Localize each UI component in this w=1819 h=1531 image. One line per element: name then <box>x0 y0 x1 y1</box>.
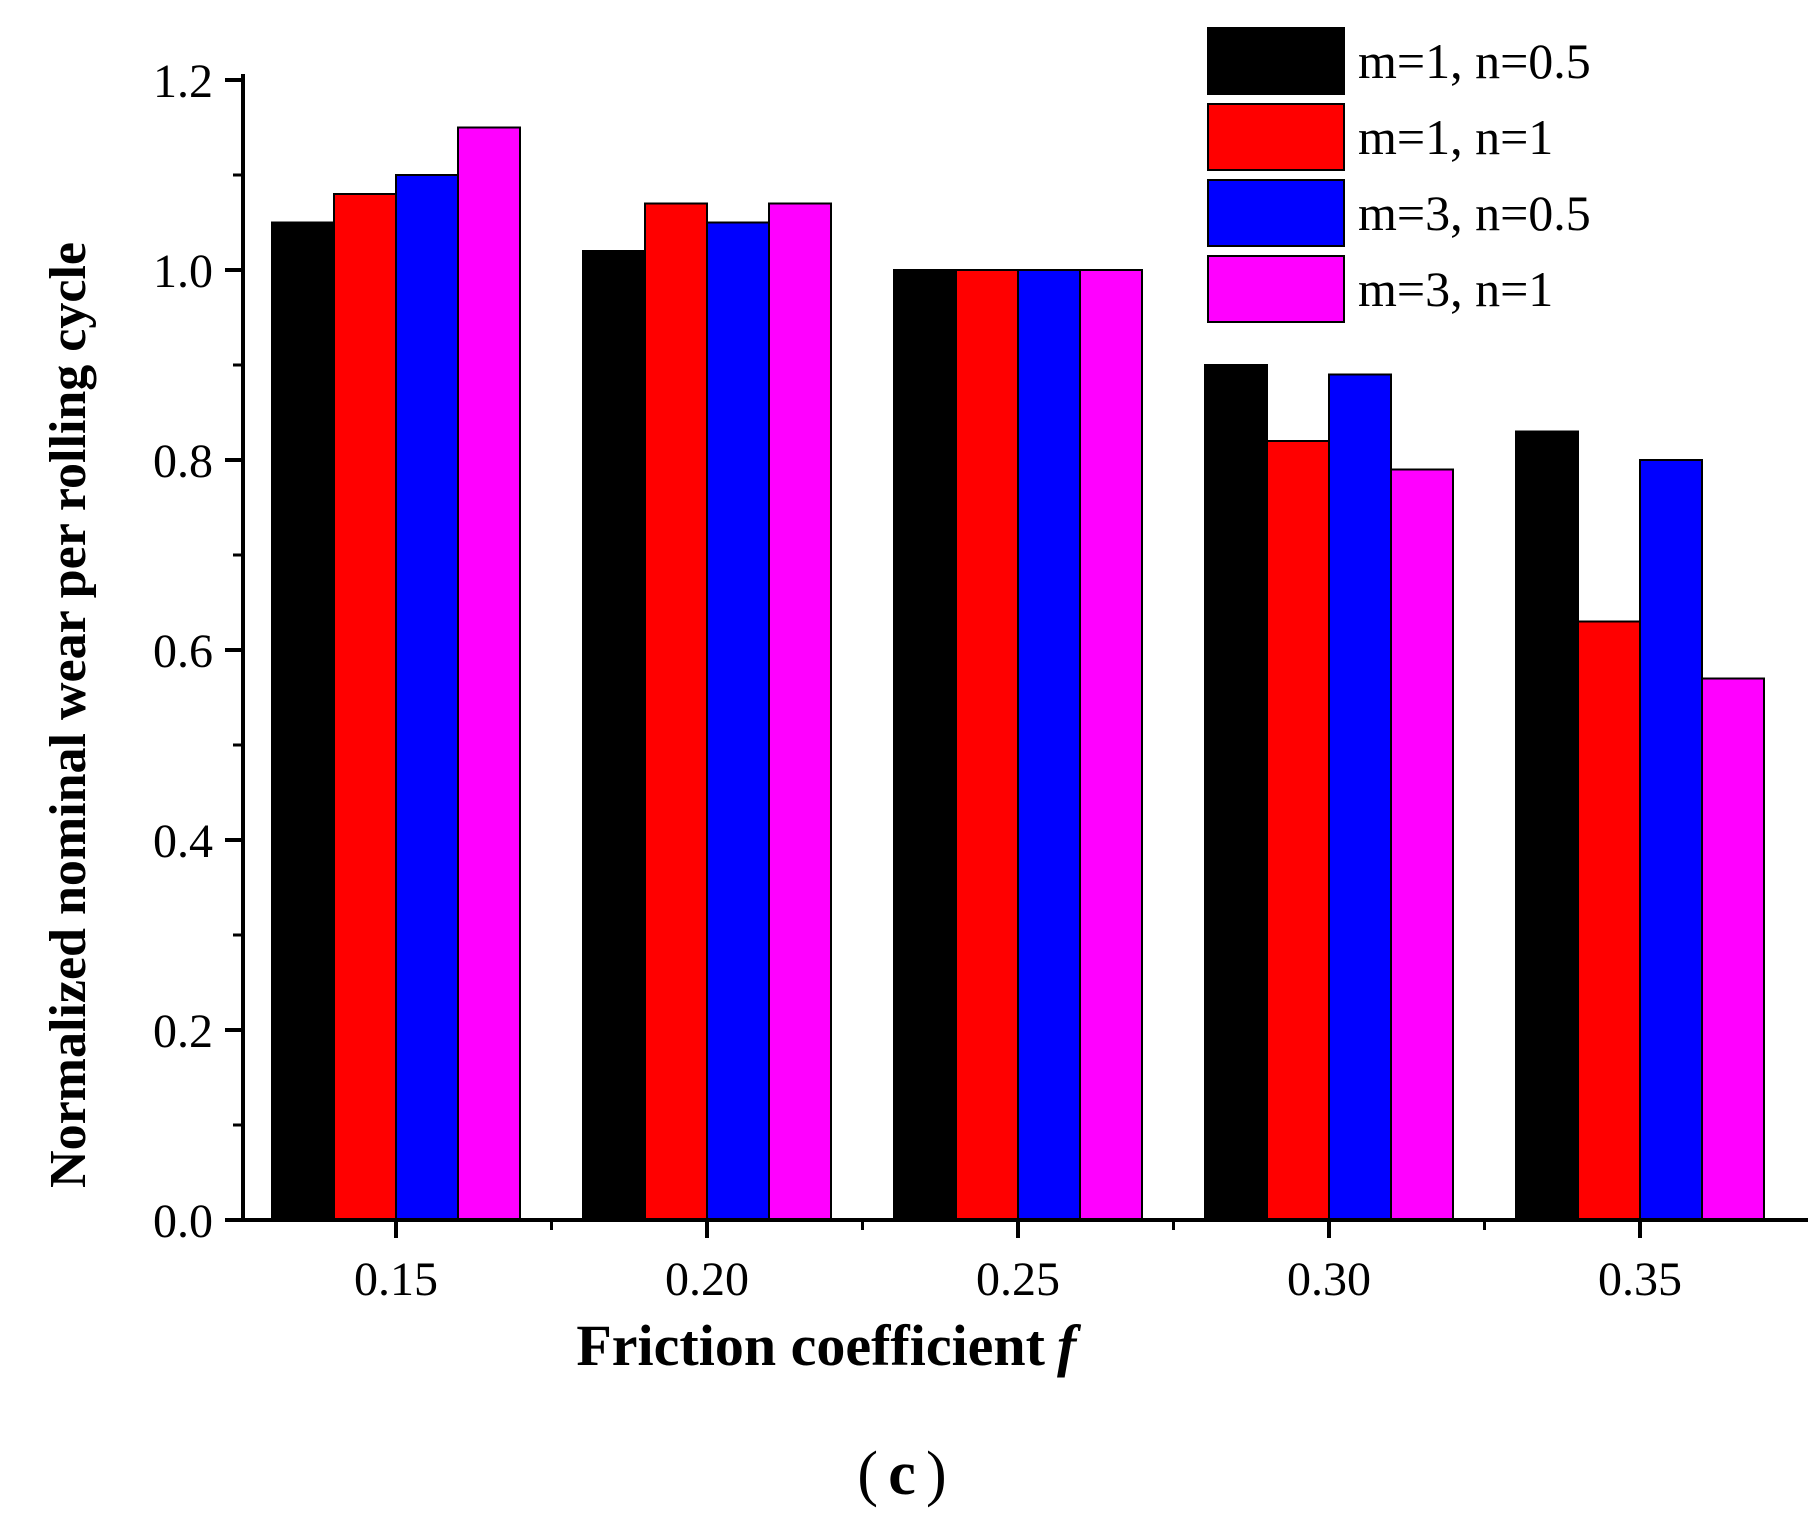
y-tick-label: 0.8 <box>153 435 213 488</box>
bar-0.25-series-2 <box>955 269 1019 1221</box>
bar-0.20-series-2 <box>644 202 708 1221</box>
bar-0.30-series-1 <box>1204 364 1268 1221</box>
bar-0.30-series-3 <box>1328 373 1392 1221</box>
svg-text:(: ( <box>857 1440 878 1508</box>
x-tick-label: 0.25 <box>976 1253 1060 1306</box>
svg-text:): ) <box>926 1440 947 1508</box>
bar-0.35-series-3 <box>1639 459 1703 1221</box>
bar-0.15-series-2 <box>333 193 397 1221</box>
legend-swatch <box>1207 103 1345 171</box>
bar-0.25-series-3 <box>1017 269 1081 1221</box>
y-tick-label: 0.6 <box>153 625 213 678</box>
ticks-group: 0.0 0.2 0.4 0.6 0.8 1.0 1.2 0.15 0.20 0.25 0.30 0.3… <box>153 55 1682 1306</box>
y-axis-title: Normalized nominal wear per rolling cycl… <box>40 242 97 1188</box>
legend-label: m=1, n=0.5 <box>1358 33 1591 89</box>
x-axis-title: Friction coefficient <box>576 1313 1045 1378</box>
bar-0.35-series-1 <box>1515 430 1579 1221</box>
bar-0.25-series-4 <box>1079 269 1143 1221</box>
x-tick-label: 0.20 <box>665 1253 749 1306</box>
bar-0.25-series-1 <box>893 269 957 1221</box>
bar-0.20-series-4 <box>768 202 832 1221</box>
bar-0.35-series-4 <box>1701 677 1765 1221</box>
bar-0.15-series-3 <box>395 174 459 1221</box>
panel-label: ( c ) <box>857 1440 946 1508</box>
x-tick-label: 0.15 <box>354 1253 438 1306</box>
legend-label: m=3, n=0.5 <box>1358 185 1591 241</box>
bar-0.30-series-2 <box>1266 440 1330 1221</box>
bar-0.30-series-4 <box>1390 468 1454 1221</box>
legend-label: m=3, n=1 <box>1358 261 1553 317</box>
bars-group <box>271 126 1765 1221</box>
y-tick-label: 1.0 <box>153 245 213 298</box>
y-tick-label: 1.2 <box>153 55 213 108</box>
legend-swatch <box>1207 255 1345 323</box>
bar-0.15-series-4 <box>457 126 521 1221</box>
panel-label-letter: c <box>888 1440 916 1508</box>
legend-swatch <box>1207 179 1345 247</box>
x-axis-title-symbol: f <box>1057 1313 1082 1378</box>
bar-0.20-series-1 <box>582 250 646 1221</box>
bar-0.15-series-1 <box>271 221 335 1221</box>
legend-label: m=1, n=1 <box>1358 109 1553 165</box>
x-tick-label: 0.30 <box>1287 1253 1371 1306</box>
legend: m=1, n=0.5 m=1, n=1 m=3, n=0.5 m=3, n=1 <box>1207 27 1591 323</box>
bar-0.20-series-3 <box>706 221 770 1221</box>
legend-swatch <box>1207 27 1345 95</box>
x-tick-label: 0.35 <box>1598 1253 1682 1306</box>
bar-0.35-series-2 <box>1577 620 1641 1221</box>
y-tick-label: 0.2 <box>153 1005 213 1058</box>
y-tick-label: 0.0 <box>153 1195 213 1248</box>
y-tick-label: 0.4 <box>153 815 213 868</box>
